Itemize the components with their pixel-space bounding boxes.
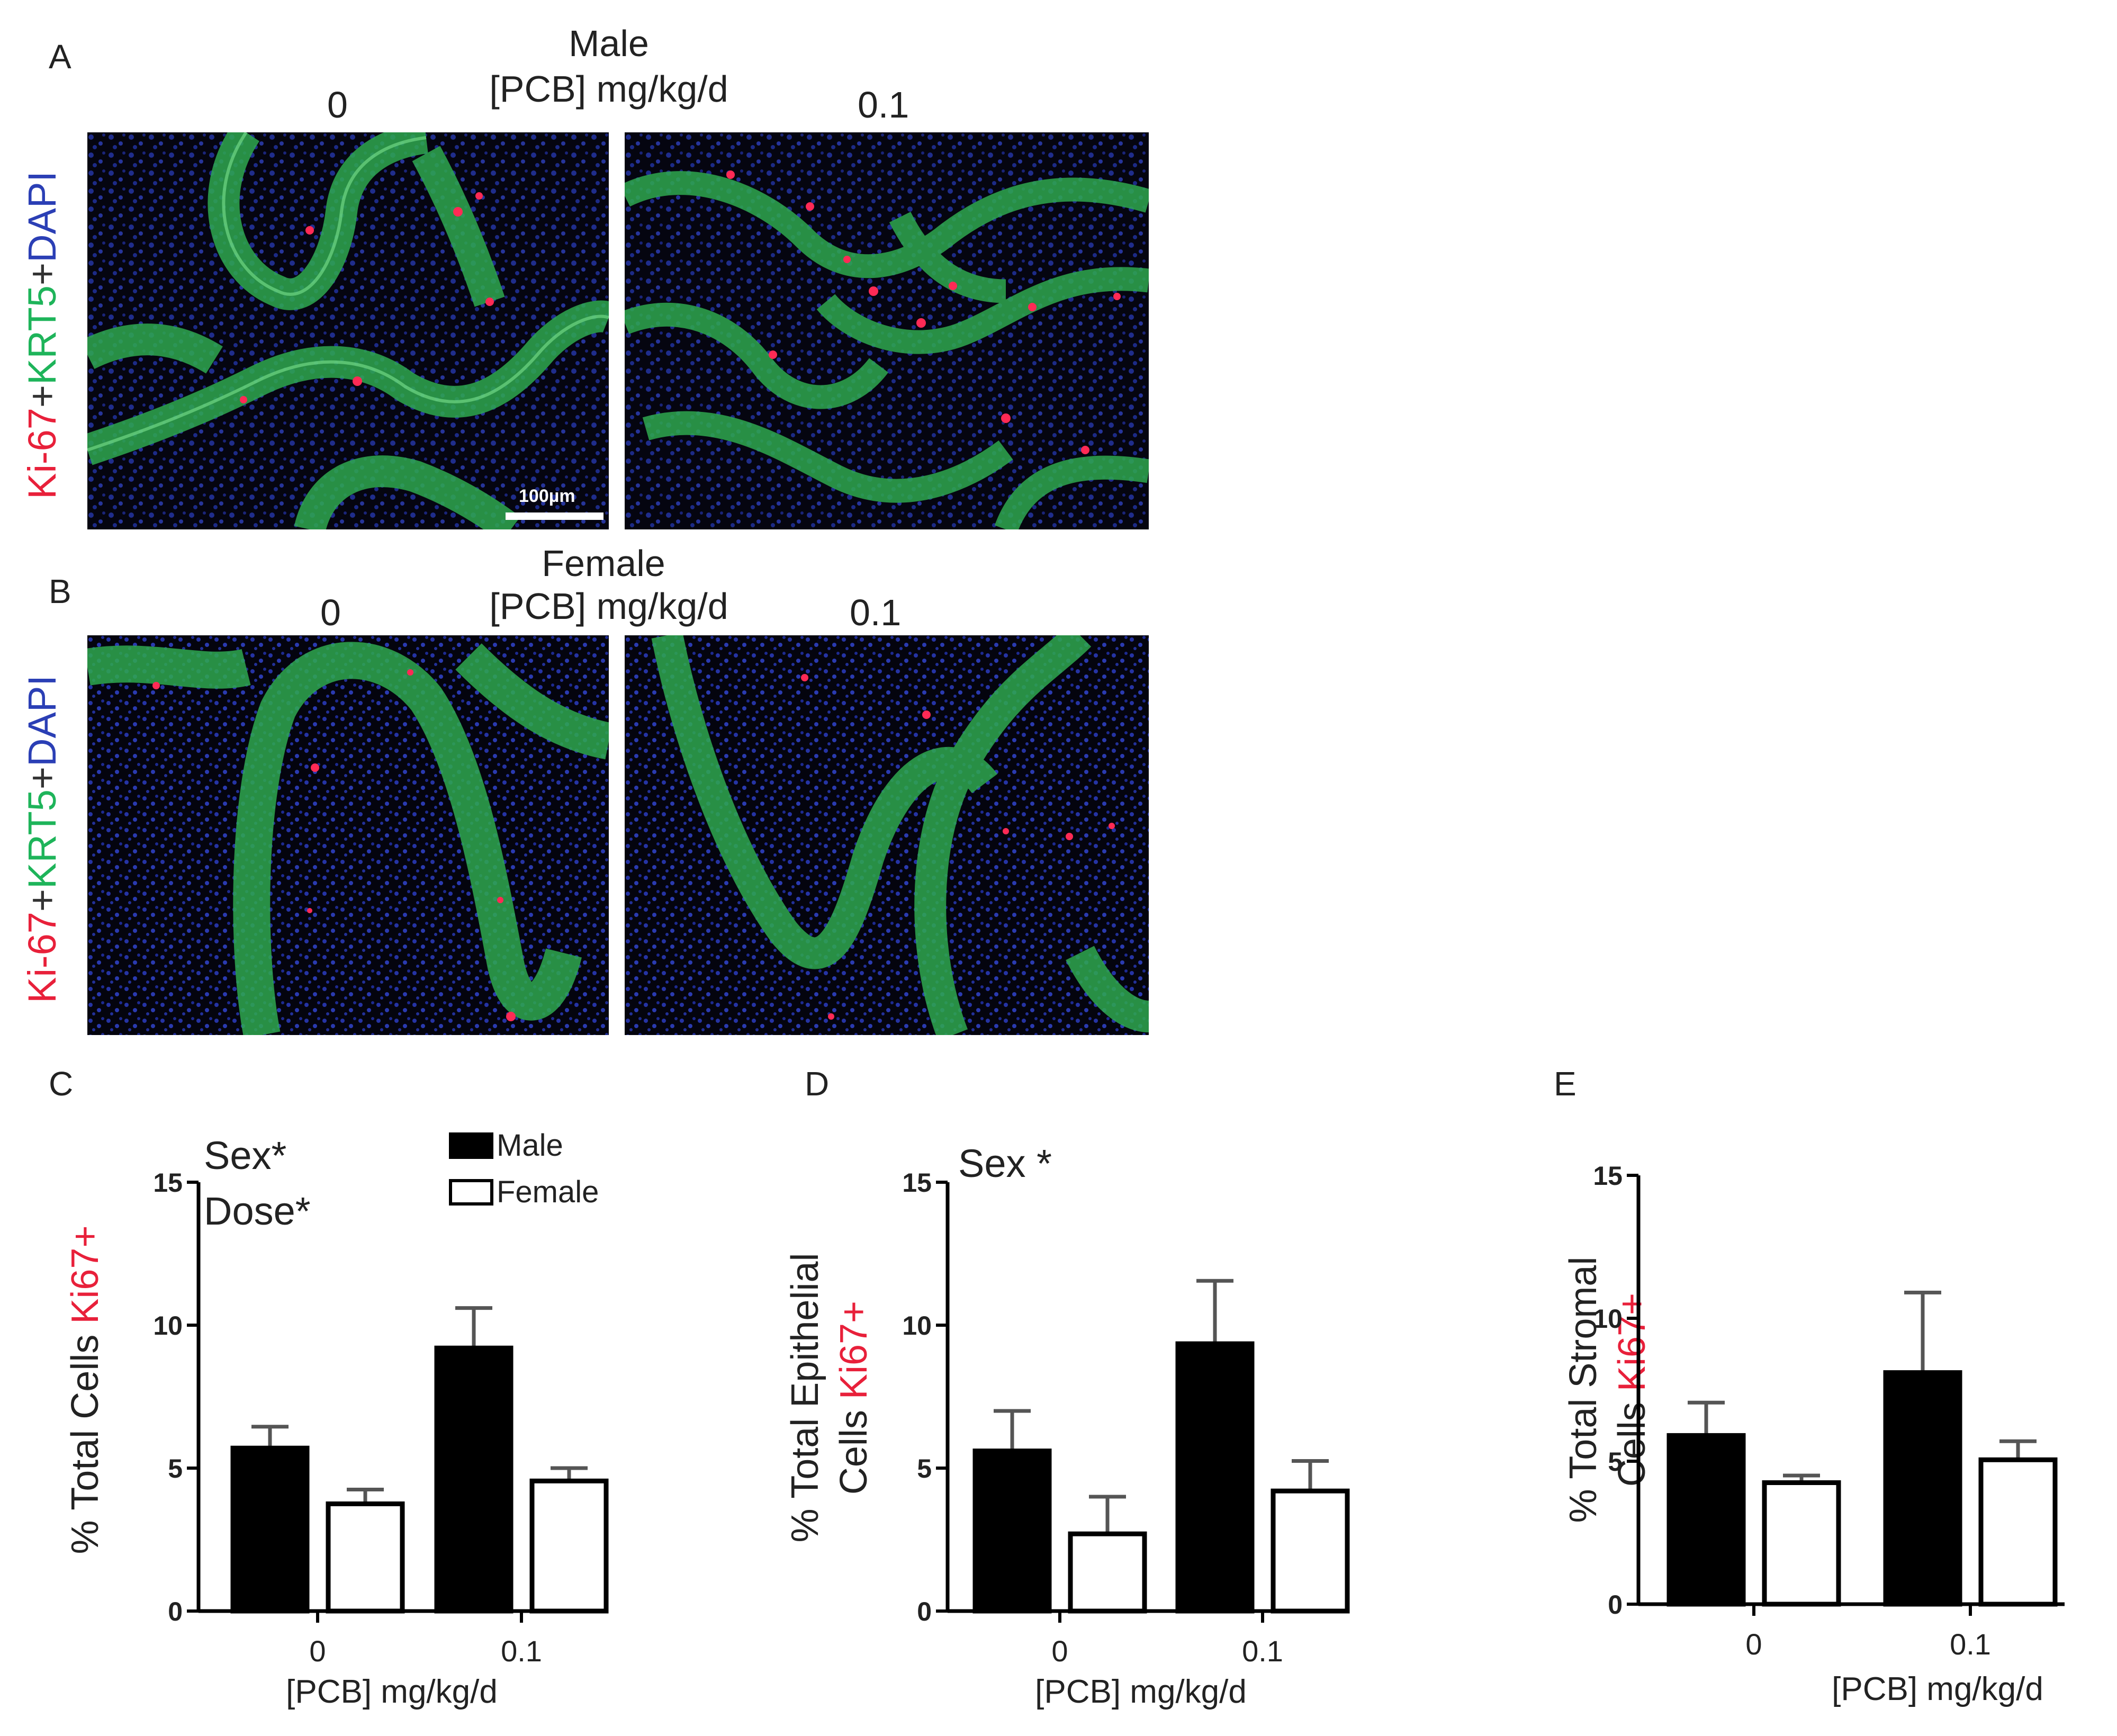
bar-male-0.1: [1883, 1370, 1962, 1607]
y-tick-label: 10: [153, 1311, 183, 1341]
bar-female-0: [1762, 1480, 1841, 1607]
legend-female-swatch: [449, 1179, 493, 1206]
y-tick-label: 15: [153, 1168, 183, 1198]
x-tick-label: 0.1: [501, 1634, 542, 1668]
chart-d-x-axis-label: [PCB] mg/kg/d: [1035, 1674, 1247, 1710]
y-tick-label: 15: [1593, 1161, 1623, 1191]
annotation-sex: Sex*: [204, 1134, 287, 1177]
panel-a-dose-0.1: 0.1: [858, 84, 909, 125]
legend-female: Female: [449, 1174, 599, 1210]
y-tick-label: 5: [1608, 1447, 1623, 1477]
scale-bar: [506, 512, 603, 520]
panel-letter-a: A: [49, 38, 71, 76]
y-tick-label: 5: [917, 1454, 932, 1483]
legend-male-label: Male: [497, 1128, 563, 1163]
x-tick-label: 0: [309, 1634, 326, 1668]
chart-e-x-axis-label: [PCB] mg/kg/d: [1832, 1671, 2043, 1707]
chart-c-x-axis-label: [PCB] mg/kg/d: [286, 1674, 498, 1710]
legend-male: Male: [449, 1128, 563, 1163]
bar-male-0: [972, 1449, 1052, 1614]
bar-male-0: [230, 1445, 310, 1614]
legend-female-label: Female: [497, 1175, 599, 1209]
tissue-image-female-0: [87, 635, 609, 1035]
x-tick-label: 0.1: [1242, 1634, 1283, 1668]
y-tick-label: 10: [902, 1311, 932, 1341]
bar-female-0.1: [529, 1478, 609, 1614]
panel-b-dose-0: 0: [320, 592, 341, 633]
micrograph-male-0: 100µm: [87, 132, 609, 529]
y-tick-label: 15: [902, 1168, 932, 1198]
y-tick-label: 10: [1593, 1304, 1623, 1334]
y-tick-label: 5: [168, 1454, 183, 1483]
micrograph-female-0: [87, 635, 609, 1035]
panel-a-dose-0: 0: [327, 84, 348, 125]
bar-female-0: [1068, 1531, 1147, 1614]
tissue-image-male-0: [87, 132, 609, 529]
y-tick-label: 0: [917, 1597, 932, 1626]
panel-b-dose-0.1: 0.1: [850, 592, 902, 633]
bar-female-0.1: [1271, 1488, 1350, 1614]
panel-letter-e: E: [1554, 1065, 1577, 1103]
tissue-image-male-0.1: [625, 132, 1149, 529]
bar-female-0.1: [1978, 1457, 2058, 1607]
x-tick-label: 0.1: [1950, 1627, 1991, 1661]
annotation-sex: Sex *: [958, 1141, 1052, 1185]
panel-letter-b: B: [49, 572, 71, 610]
legend-male-swatch: [449, 1132, 493, 1159]
y-tick-label: 0: [168, 1597, 183, 1626]
panel-a-sex-label: Male: [569, 23, 649, 64]
panel-b-dose-header: [PCB] mg/kg/d: [489, 586, 728, 627]
bar-male-0.1: [1175, 1341, 1255, 1614]
panel-letter-d: D: [805, 1065, 830, 1103]
x-tick-label: 0: [1745, 1627, 1762, 1661]
panel-a-dose-header: [PCB] mg/kg/d: [489, 68, 728, 110]
annotation-dose: Dose*: [204, 1189, 311, 1233]
panel-letter-c: C: [49, 1065, 74, 1103]
scale-bar-label: 100µm: [519, 486, 575, 506]
bar-male-0.1: [434, 1345, 514, 1614]
panel-b-sex-label: Female: [542, 543, 665, 584]
bar-male-0: [1666, 1433, 1746, 1607]
micrograph-male-0.1: [625, 132, 1149, 529]
tissue-image-female-0.1: [625, 635, 1149, 1035]
x-tick-label: 0: [1051, 1634, 1068, 1668]
y-tick-label: 0: [1608, 1590, 1623, 1620]
bar-female-0: [326, 1501, 405, 1614]
micrograph-female-0.1: [625, 635, 1149, 1035]
